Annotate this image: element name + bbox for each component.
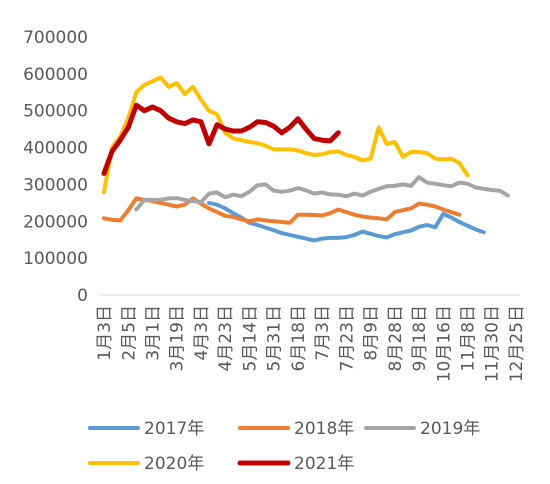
- x-tick-label: 4月23日: [216, 305, 236, 371]
- x-tick-label: 4月3日: [192, 305, 212, 361]
- y-axis: 0 100000 200000 300000 400000 500000 600000 700…: [23, 28, 88, 306]
- x-tick-label: 12月25日: [507, 305, 527, 382]
- x-tick-label: 9月18日: [410, 305, 430, 371]
- y-tick-label: 300000: [23, 175, 88, 195]
- series-line-2019年: [134, 175, 510, 212]
- x-tick-label: 3月19日: [168, 305, 188, 371]
- x-tick-label: 8月28日: [386, 305, 406, 371]
- x-axis: 1月3日 2月5日 3月1日 3月19日 4月3日 4月23日 5月14日 5月31日 6月18…: [95, 305, 527, 382]
- legend-label: 2019年: [420, 419, 480, 439]
- series-layer: [101, 75, 510, 243]
- x-tick-label: 11月30日: [483, 305, 503, 382]
- y-tick-label: 200000: [23, 212, 88, 232]
- x-tick-label: 1月3日: [95, 305, 115, 361]
- y-tick-label: 600000: [23, 65, 88, 85]
- series-line-2018年: [102, 196, 462, 225]
- legend-label: 2021年: [294, 454, 354, 474]
- x-tick-label: 8月9日: [362, 305, 382, 361]
- y-tick-label: 0: [77, 286, 88, 306]
- x-tick-label: 3月1日: [144, 305, 164, 361]
- series-line-2017年: [207, 200, 486, 243]
- x-tick-label: 5月31日: [265, 305, 285, 371]
- series-line-2021年: [101, 102, 341, 176]
- legend-label: 2017年: [144, 419, 204, 439]
- y-tick-label: 400000: [23, 139, 88, 159]
- x-tick-label: 10月16日: [434, 305, 454, 382]
- x-tick-label: 7月23日: [337, 305, 357, 371]
- y-tick-label: 700000: [23, 28, 88, 48]
- x-tick-label: 5月14日: [240, 305, 260, 371]
- legend: 2017年 2018年 2019年 2020年 2021年: [88, 419, 480, 474]
- legend-label: 2018年: [294, 419, 354, 439]
- y-tick-label: 100000: [23, 249, 88, 269]
- series-line-2020年: [102, 75, 470, 194]
- x-tick-label: 7月3日: [313, 305, 333, 361]
- x-tick-label: 2月5日: [119, 305, 139, 361]
- y-tick-label: 500000: [23, 102, 88, 122]
- x-tick-label: 6月18日: [289, 305, 309, 371]
- x-tick-label: 11月8日: [459, 305, 479, 371]
- legend-label: 2020年: [144, 454, 204, 474]
